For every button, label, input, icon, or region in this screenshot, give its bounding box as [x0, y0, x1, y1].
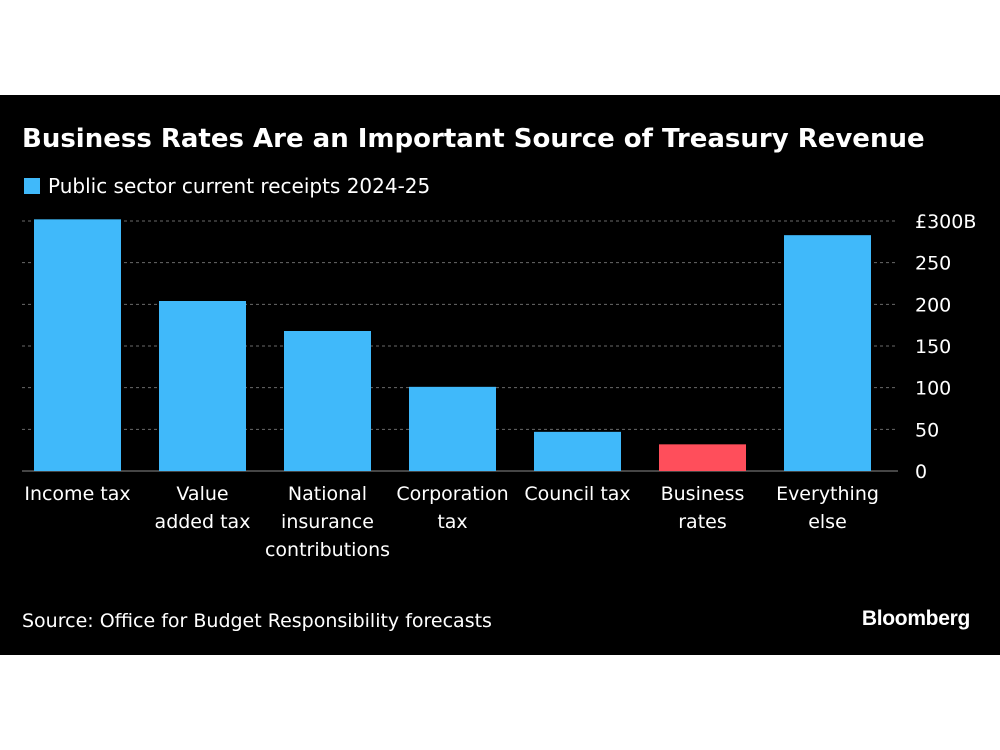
category-label-line: tax [437, 511, 467, 533]
category-label-line: Income tax [24, 483, 130, 505]
bar [284, 331, 371, 471]
category-label: National insurance contributions [265, 483, 390, 561]
category-label-line: Everything [776, 483, 879, 505]
category-label: Business rates [661, 483, 745, 533]
bar [534, 431, 621, 471]
category-label-line: Council tax [524, 483, 630, 505]
category-label-line: rates [678, 511, 727, 533]
category-label: Everything else [776, 483, 879, 533]
category-label: Corporation tax [396, 483, 508, 533]
y-tick-label: 50 [915, 419, 939, 441]
chart-title: Business Rates Are an Important Source o… [22, 124, 925, 154]
category-label-line: National [288, 483, 367, 505]
y-tick-label: 0 [915, 461, 927, 483]
category-label-line: Corporation [396, 483, 508, 505]
x-axis-labels: Income tax Value added tax National insuranc… [24, 483, 879, 561]
category-label-line: else [808, 511, 847, 533]
y-tick-label: 250 [915, 253, 951, 275]
bars [34, 219, 871, 471]
category-label: Value added tax [155, 483, 251, 533]
y-tick-label: £300B [915, 211, 976, 233]
bar [659, 444, 746, 471]
source-note: Source: Office for Budget Responsibility… [22, 610, 492, 632]
legend-label: Public sector current receipts 2024-25 [48, 174, 431, 198]
category-label-line: Value [176, 483, 228, 505]
bar [34, 219, 121, 471]
y-tick-label: 150 [915, 336, 951, 358]
category-label-line: Business [661, 483, 745, 505]
bar [784, 235, 871, 471]
category-label-line: insurance [281, 511, 374, 533]
category-label-line: contributions [265, 539, 390, 561]
y-tick-label: 100 [915, 378, 951, 400]
y-tick-label: 200 [915, 294, 951, 316]
category-label: Council tax [524, 483, 630, 505]
bar [159, 301, 246, 471]
y-axis: 0 50 100 150 200 250 £300B [915, 211, 976, 483]
legend-swatch [24, 178, 40, 194]
bloomberg-logo: Bloomberg [861, 607, 970, 630]
category-label: Income tax [24, 483, 130, 505]
legend: Public sector current receipts 2024-25 [24, 174, 430, 198]
category-label-line: added tax [155, 511, 251, 533]
bar [409, 386, 496, 471]
